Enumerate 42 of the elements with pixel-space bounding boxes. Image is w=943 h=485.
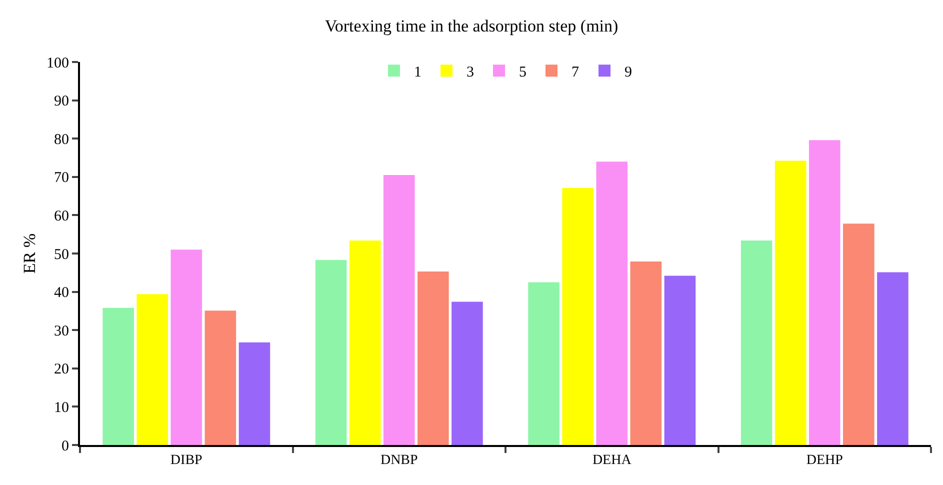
bar: [877, 272, 908, 445]
y-tick-label: 90: [54, 94, 69, 110]
y-tick-label: 30: [54, 323, 69, 340]
x-tick-label: DEHP: [806, 452, 844, 468]
y-tick-label: 50: [54, 246, 69, 263]
legend-label: 1: [414, 64, 422, 80]
bar: [528, 282, 560, 445]
y-tick-label: 20: [54, 362, 69, 378]
legend-label: 5: [519, 64, 526, 80]
y-tick-label: 70: [54, 170, 69, 186]
legend-label: 7: [572, 64, 580, 80]
x-tick-label: DNBP: [380, 452, 418, 468]
bar: [596, 162, 628, 445]
bar: [664, 276, 696, 445]
bar: [452, 302, 483, 445]
y-tick-label: 40: [54, 285, 69, 302]
x-tick-label: DEHA: [592, 452, 632, 468]
bar: [740, 240, 772, 445]
y-tick-label: 0: [62, 438, 69, 454]
y-tick-label: 80: [54, 132, 69, 148]
bar: [808, 140, 840, 445]
bar: [383, 174, 415, 445]
y-tick-label: 10: [54, 400, 69, 416]
bar: [315, 260, 347, 445]
bar: [774, 160, 806, 445]
bar: [562, 188, 594, 445]
chart-title: Vortexing time in the adsorption step (min): [324, 16, 618, 36]
bar: [204, 310, 236, 445]
legend-label: 3: [466, 64, 474, 80]
bar: [630, 262, 662, 445]
bar: [843, 224, 874, 445]
bar: [102, 308, 134, 445]
bar: [170, 250, 202, 445]
legend-label: 9: [624, 64, 632, 80]
bar: [136, 294, 168, 445]
y-tick-label: 100: [46, 55, 69, 72]
bar: [418, 272, 449, 445]
y-tick-label: 60: [54, 208, 69, 224]
bar: [349, 240, 381, 445]
bar: [238, 342, 270, 445]
y-axis-title: ER %: [20, 233, 39, 274]
x-tick-label: DIBP: [170, 452, 203, 468]
